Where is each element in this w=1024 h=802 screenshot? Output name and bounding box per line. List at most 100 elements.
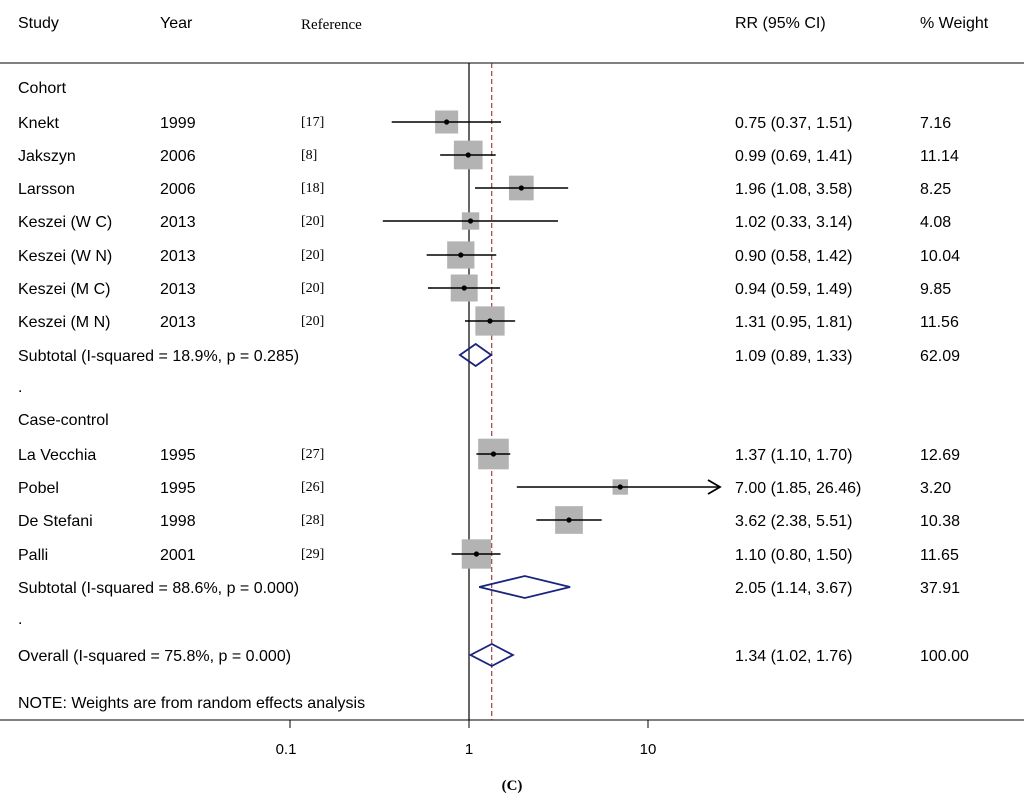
study-marker (536, 506, 602, 534)
study-marker (391, 110, 502, 134)
row-weight: 11.14 (920, 148, 959, 165)
row-weight: 100.00 (920, 648, 969, 665)
overall-diamond (468, 642, 515, 668)
row-reference: [20] (301, 248, 325, 263)
row-rr-ci: 1.02 (0.33, 3.14) (735, 214, 853, 231)
row-weight: 12.69 (920, 447, 961, 464)
row-rr-ci: 1.31 (0.95, 1.81) (735, 314, 853, 331)
row-weight: 10.38 (920, 513, 961, 530)
row-weight: 7.16 (920, 115, 952, 132)
axis-tick-label: 1 (464, 741, 474, 758)
row-reference: [18] (301, 181, 325, 196)
point-estimate (518, 185, 524, 191)
row-rr-ci: 3.62 (2.38, 5.51) (735, 513, 853, 530)
row-year: 2006 (160, 148, 196, 165)
study-marker (476, 438, 511, 470)
row-study-label: Keszei (W C) (18, 214, 113, 231)
row-rr-ci: 1.96 (1.08, 3.58) (735, 181, 853, 198)
row-study-label: Subtotal (I-squared = 88.6%, p = 0.000) (18, 580, 300, 597)
study-marker (516, 479, 722, 495)
row-study-label: Keszei (W N) (18, 248, 113, 265)
point-estimate (490, 451, 497, 457)
row-study-label: Jakszyn (18, 148, 76, 165)
group-label-cohort: Cohort (18, 80, 67, 97)
row-weight: 10.04 (920, 248, 961, 265)
group-separator: . (18, 611, 23, 628)
row-study-label: Pobel (18, 480, 59, 497)
point-estimate (444, 119, 450, 125)
row-reference: [20] (301, 214, 325, 229)
row-weight: 4.08 (920, 214, 952, 231)
row-reference: [20] (301, 281, 325, 296)
row-year: 2013 (160, 214, 196, 231)
row-rr-ci: 1.37 (1.10, 1.70) (735, 447, 853, 464)
axis-tick-label: 10 (639, 741, 657, 758)
row-year: 1999 (160, 115, 196, 132)
row-year: 1998 (160, 513, 196, 530)
row-reference: [28] (301, 513, 325, 528)
row-weight: 37.91 (920, 580, 961, 597)
group-label-case-control: Case-control (18, 412, 109, 429)
header-weight: % Weight (920, 15, 989, 32)
row-weight: 8.25 (920, 181, 952, 198)
study-marker (474, 175, 569, 201)
row-year: 2013 (160, 281, 196, 298)
row-rr-ci: 0.99 (0.69, 1.41) (735, 148, 853, 165)
row-study-label: La Vecchia (18, 447, 97, 464)
study-marker (426, 241, 497, 269)
row-weight: 11.65 (920, 547, 959, 564)
row-study-label: Larsson (18, 181, 75, 198)
row-study-label: De Stefani (18, 513, 93, 530)
row-study-label: Knekt (18, 115, 59, 132)
row-rr-ci: 1.34 (1.02, 1.76) (735, 648, 853, 665)
row-weight: 3.20 (920, 480, 952, 497)
study-marker (382, 212, 558, 230)
row-rr-ci: 2.05 (1.14, 3.67) (735, 580, 853, 597)
row-reference: [26] (301, 480, 325, 495)
row-reference: [29] (301, 547, 325, 562)
header-reference: Reference (301, 17, 362, 33)
row-study-label: Overall (I-squared = 75.8%, p = 0.000) (18, 648, 292, 665)
row-year: 1995 (160, 480, 196, 497)
study-marker (427, 274, 501, 302)
point-estimate (467, 218, 474, 224)
row-study-label: Keszei (M C) (18, 281, 111, 298)
point-estimate (617, 484, 623, 490)
study-marker (465, 306, 516, 336)
study-marker (451, 539, 501, 569)
axis-tick-label: 0.1 (275, 741, 297, 758)
row-reference: [20] (301, 314, 325, 329)
subtotal-diamond (458, 342, 493, 368)
ci-arrow (707, 479, 722, 495)
footnote: NOTE: Weights are from random effects an… (18, 695, 366, 712)
row-rr-ci: 0.94 (0.59, 1.49) (735, 281, 853, 298)
row-year: 2001 (160, 547, 196, 564)
row-reference: [17] (301, 115, 325, 130)
row-rr-ci: 0.75 (0.37, 1.51) (735, 115, 853, 132)
study-marker (440, 140, 496, 170)
row-year: 2006 (160, 181, 196, 198)
subtotal-diamond (478, 575, 571, 599)
header-year: Year (160, 15, 193, 32)
row-rr-ci: 0.90 (0.58, 1.42) (735, 248, 853, 265)
point-estimate (458, 252, 464, 258)
point-estimate (461, 285, 467, 291)
group-separator: . (18, 379, 23, 396)
row-weight: 9.85 (920, 281, 952, 298)
row-year: 2013 (160, 314, 196, 331)
header-study: Study (18, 15, 59, 32)
figure-caption: (C) (501, 778, 523, 794)
point-estimate (473, 551, 480, 557)
row-rr-ci: 1.09 (0.89, 1.33) (735, 348, 853, 365)
row-study-label: Palli (18, 547, 49, 564)
row-study-label: Keszei (M N) (18, 314, 111, 331)
row-study-label: Subtotal (I-squared = 18.9%, p = 0.285) (18, 348, 300, 365)
row-rr-ci: 7.00 (1.85, 26.46) (735, 480, 862, 497)
row-rr-ci: 1.10 (0.80, 1.50) (735, 547, 853, 564)
row-reference: [27] (301, 447, 325, 462)
row-weight: 11.56 (920, 314, 959, 331)
row-reference: [8] (301, 148, 318, 163)
header-rr: RR (95% CI) (735, 15, 826, 32)
point-estimate (465, 152, 471, 158)
